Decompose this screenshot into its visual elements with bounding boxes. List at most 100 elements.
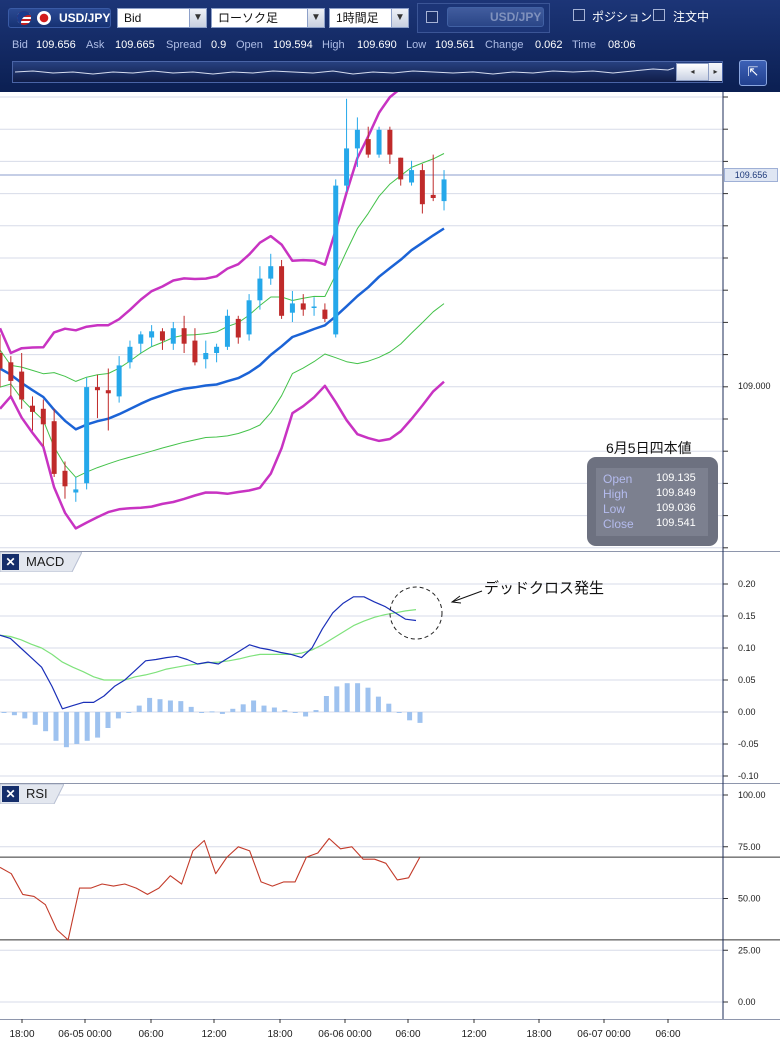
timeframe-select[interactable]: 1時間足 ▼ — [329, 8, 409, 28]
candle-body — [19, 371, 25, 400]
price-type-value: Bid — [124, 11, 142, 25]
macd-chart[interactable]: 0.20 0.15 0.10 0.05 0.00 -0.05 -0.10 — [0, 551, 780, 783]
histogram-bar — [375, 696, 381, 712]
navigator-handle[interactable]: ◂ — [676, 63, 709, 81]
histogram-bar — [136, 705, 142, 712]
histogram-bar — [115, 712, 121, 719]
candle-body — [376, 129, 382, 155]
bid-value: 109.656 — [36, 39, 76, 51]
open-value: 109.594 — [273, 39, 313, 51]
histogram-bar — [84, 712, 90, 741]
rsi-line — [0, 837, 421, 941]
compare-checkbox[interactable] — [426, 11, 438, 23]
candle-body — [354, 129, 360, 149]
candle-body — [62, 470, 68, 487]
candle-body — [289, 303, 295, 313]
candle-body — [387, 129, 393, 155]
histogram-bar — [417, 712, 423, 723]
histogram-bar — [261, 705, 267, 712]
candle-body — [40, 408, 46, 425]
macd-tick-label: 0.15 — [738, 611, 756, 621]
candle-body — [268, 266, 274, 279]
bollinger-lower-2 — [0, 380, 445, 530]
candle-body — [430, 194, 436, 198]
timeframe-value: 1時間足 — [336, 11, 379, 25]
candle-body — [105, 390, 111, 394]
symbol-selector[interactable]: USD/JPY — [8, 8, 111, 28]
candle-body — [29, 405, 35, 412]
candle-body — [127, 346, 133, 363]
order-label: 注文中 — [673, 10, 710, 24]
toolbar: USD/JPY Bid ▼ ローソク足 ▼ 1時間足 ▼ USD/JPY ポジシ… — [0, 0, 780, 92]
navigator-right-arrow[interactable]: ▸ — [709, 63, 722, 81]
histogram-bar — [199, 712, 205, 713]
macd-header: ✕ MACD — [0, 552, 82, 572]
rsi-title: RSI — [26, 786, 48, 801]
histogram-bar — [407, 712, 413, 721]
ask-label: Ask — [86, 39, 105, 51]
position-label: ポジション — [592, 10, 653, 24]
candle-body — [419, 170, 425, 205]
histogram-bar — [313, 710, 319, 712]
price-tick-label: 109.000 — [738, 381, 771, 391]
ohlc-key: Close — [603, 517, 634, 531]
histogram-bar — [126, 712, 132, 713]
candle-body — [214, 346, 220, 353]
histogram-bar — [63, 712, 69, 748]
compare-symbol-selector[interactable]: USD/JPY — [447, 7, 544, 27]
macd-tick-label: -0.10 — [738, 771, 759, 781]
candle-body — [398, 157, 404, 180]
histogram-bar — [323, 696, 329, 712]
ohlc-title: 6月5日四本値 — [606, 440, 692, 456]
macd-tick-label: 0.00 — [738, 707, 756, 717]
change-value: 0.062 — [535, 39, 563, 51]
order-checkbox[interactable] — [653, 9, 665, 21]
histogram-bar — [188, 706, 194, 712]
compare-symbol-label: USD/JPY — [490, 10, 542, 24]
histogram-bar — [32, 712, 38, 725]
histogram-bar — [396, 712, 402, 713]
jp-flag-icon — [37, 11, 51, 25]
time-tick-label: 12:00 — [201, 1029, 226, 1040]
histogram-bar — [11, 712, 17, 716]
candle-body — [279, 266, 285, 316]
rsi-tick-label: 25.00 — [738, 945, 761, 955]
annotation-arrow — [451, 590, 483, 603]
ohlc-info-inner: Open 109.135 High 109.849 Low 109.036 Cl… — [596, 468, 708, 536]
time-tick-label: 12:00 — [461, 1029, 486, 1040]
bollinger-upper-2 — [0, 92, 399, 355]
time-tick-label: 06-07 00:00 — [577, 1029, 631, 1040]
chart-type-select[interactable]: ローソク足 ▼ — [211, 8, 325, 28]
candle-body — [300, 303, 306, 310]
candle-body — [149, 331, 155, 338]
candle-body — [235, 318, 241, 338]
close-icon[interactable]: ✕ — [2, 786, 19, 802]
us-flag-icon — [17, 11, 31, 25]
histogram-bar — [240, 704, 246, 712]
rsi-tick-label: 100.00 — [738, 790, 766, 800]
quote-bar: Bid 109.656 Ask 109.665 Spread 0.9 Open … — [0, 38, 780, 52]
time-tick-label: 18:00 — [267, 1029, 292, 1040]
rsi-tick-label: 0.00 — [738, 997, 756, 1007]
ohlc-row: High 109.849 — [603, 487, 703, 502]
expand-icon[interactable]: ⇱ — [739, 60, 767, 86]
close-icon[interactable]: ✕ — [2, 554, 19, 570]
dead-cross-circle — [389, 586, 443, 640]
candle-body — [409, 170, 415, 183]
rsi-tick-label: 75.00 — [738, 842, 761, 852]
candle-body — [257, 278, 263, 301]
time-tick-label: 06:00 — [138, 1029, 163, 1040]
histogram-bar — [303, 712, 309, 717]
candle-body — [311, 306, 317, 308]
navigator-bar[interactable]: ◂ ▸ — [12, 61, 723, 83]
macd-tick-label: -0.05 — [738, 739, 759, 749]
candle-body — [94, 387, 100, 391]
price-type-select[interactable]: Bid ▼ — [117, 8, 207, 28]
price-chart[interactable]: 109.000 — [0, 92, 780, 551]
low-label: Low — [406, 39, 427, 51]
time-tick-label: 06:00 — [395, 1029, 420, 1040]
histogram-bar — [365, 687, 371, 712]
rsi-chart[interactable]: 100.00 75.00 50.00 25.00 0.00 — [0, 783, 780, 1019]
bollinger-lower-1 — [0, 303, 445, 478]
position-checkbox[interactable] — [573, 9, 585, 21]
